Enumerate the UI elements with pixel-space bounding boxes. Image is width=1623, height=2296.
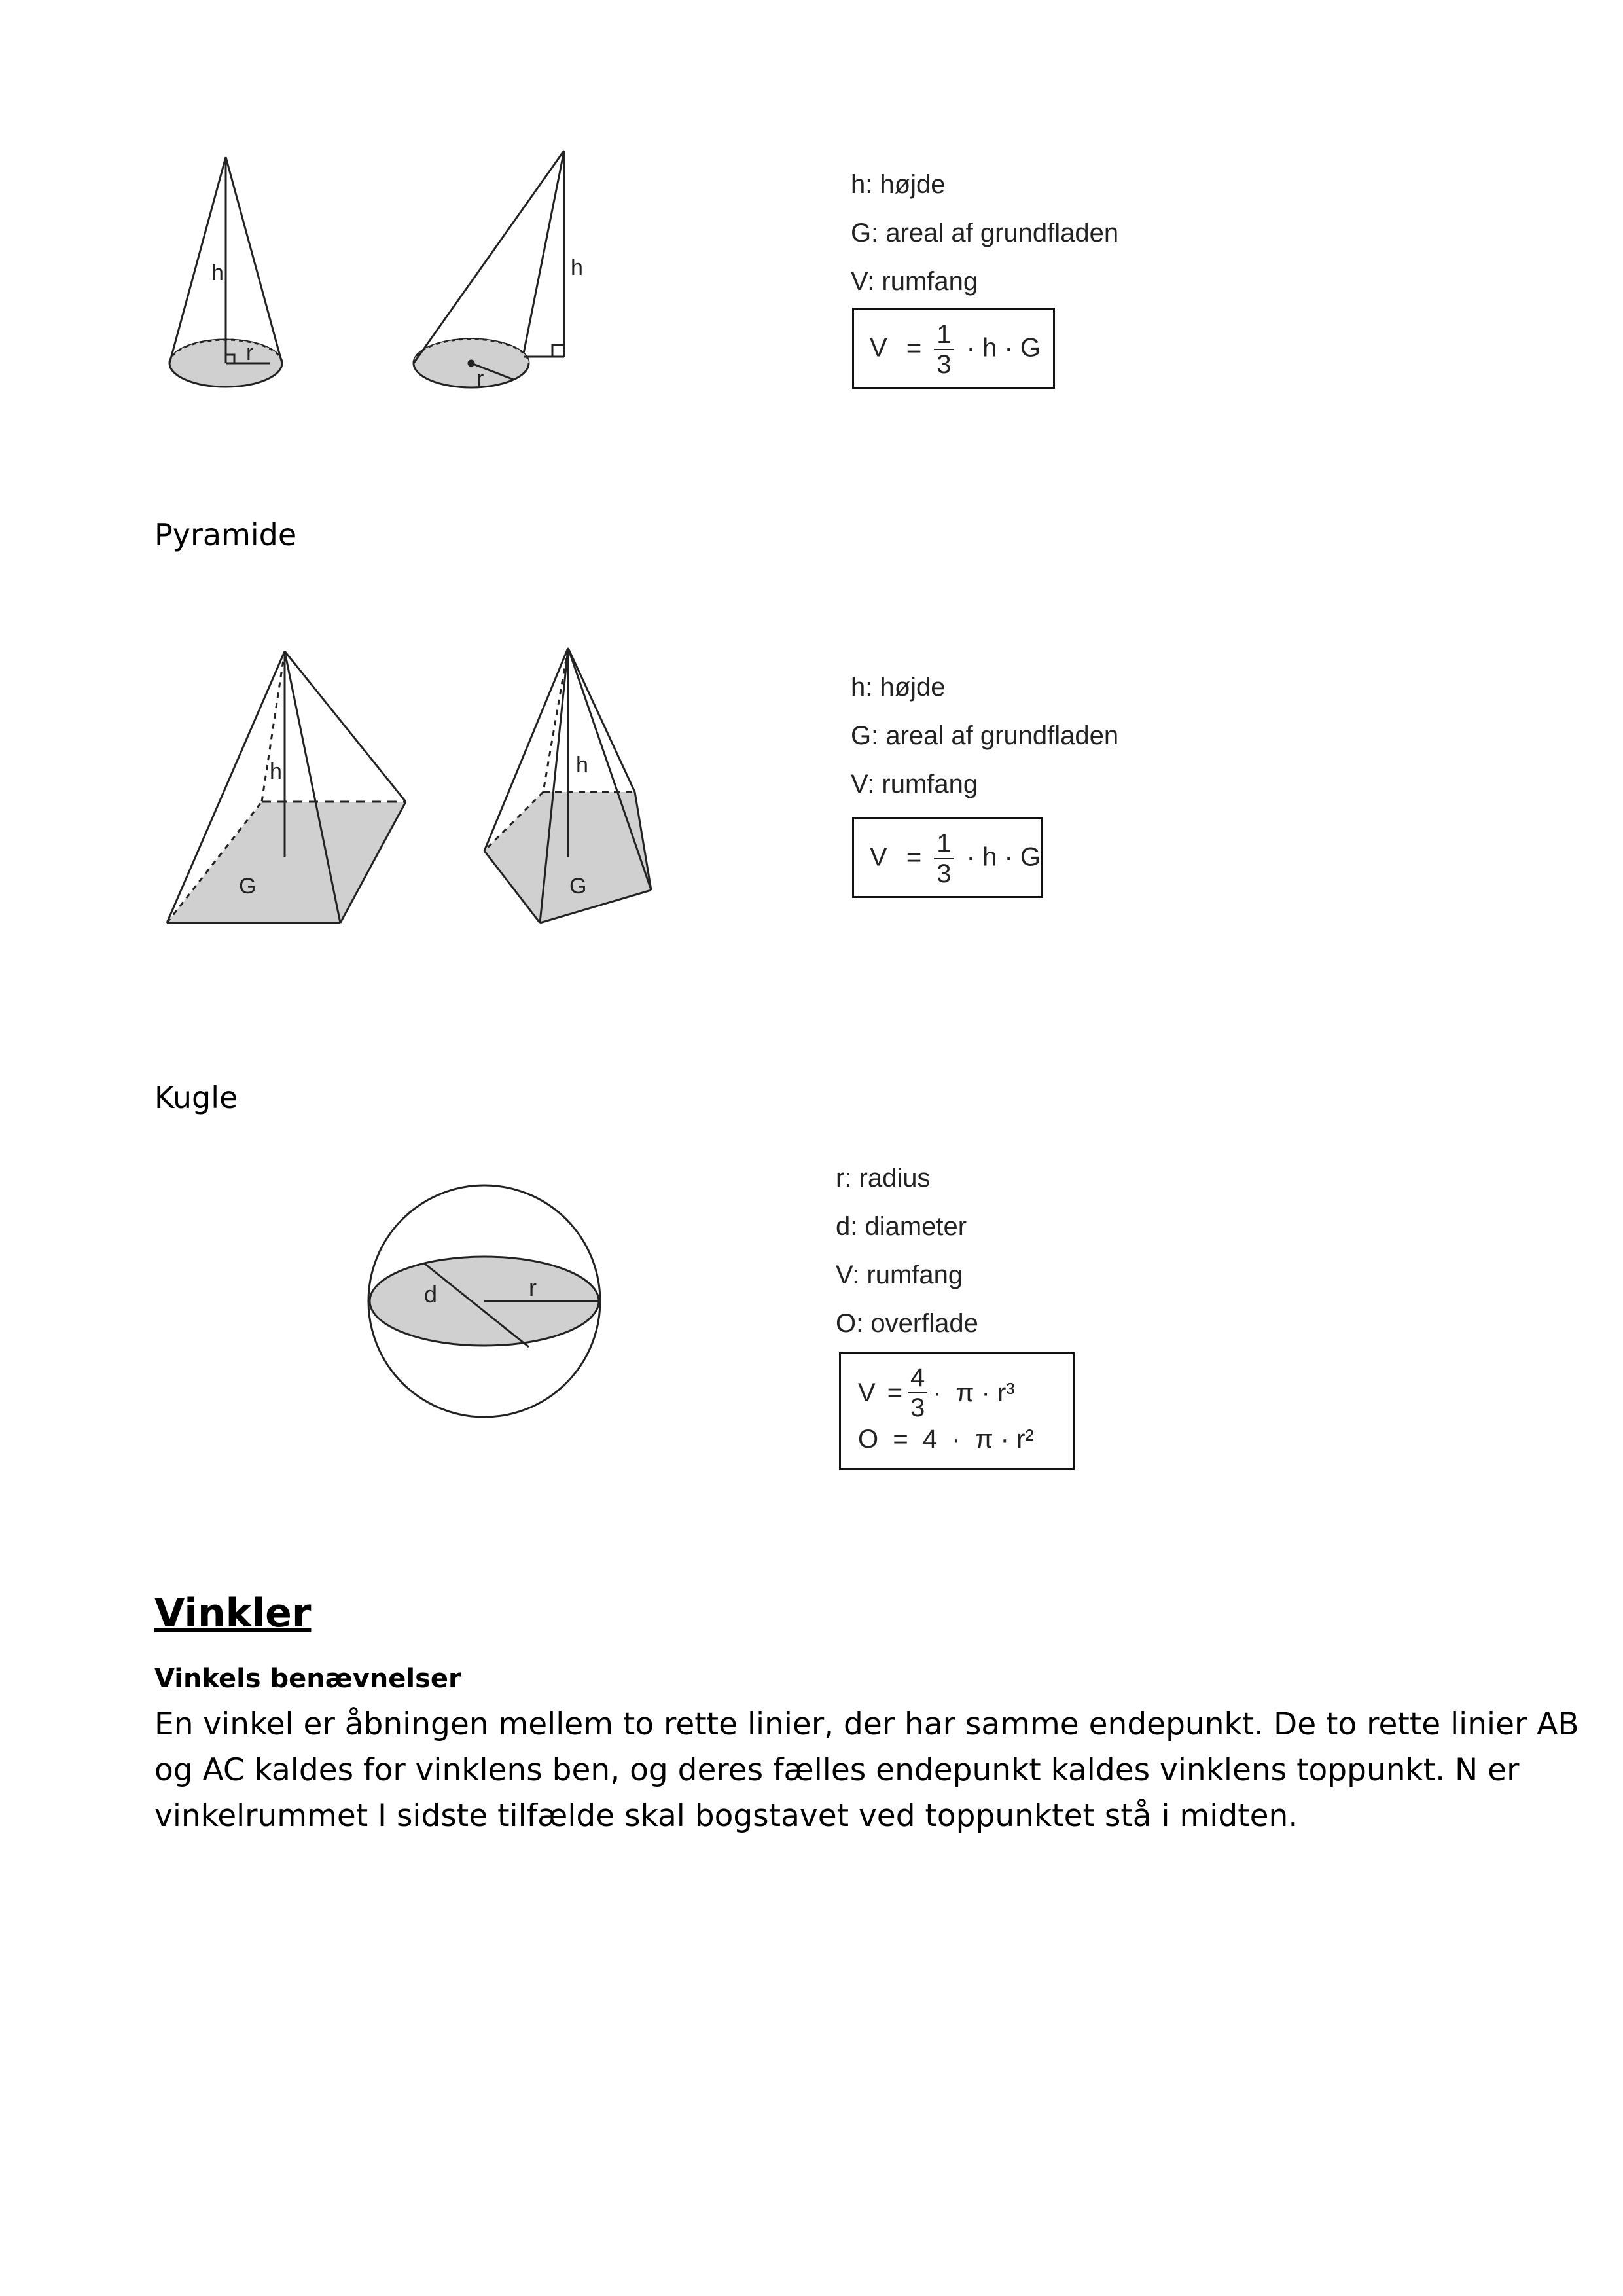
sphere-formula-v-lhs: V bbox=[858, 1378, 876, 1407]
sphere-formula-o-line: O = 4 · π · r² bbox=[858, 1425, 1034, 1454]
cone-formula-den: 3 bbox=[936, 350, 952, 379]
pyramid-formula-box: V = 1 3 · h · G bbox=[852, 817, 1043, 898]
paragraph-line-1: En vinkel er åbningen mellem to rette li… bbox=[154, 1706, 1579, 1742]
pyramid-legend-v: V: rumfang bbox=[851, 770, 978, 798]
sphere-formula-v-eq: = bbox=[887, 1378, 903, 1407]
sphere-label-r: r bbox=[529, 1274, 537, 1301]
sphere bbox=[367, 1184, 601, 1418]
paragraph-line-3: vinkelrummet I sidste tilfælde skal bogs… bbox=[154, 1798, 1298, 1834]
sphere-label-d: d bbox=[424, 1281, 437, 1308]
sphere-formula-v-rest: · π · r³ bbox=[933, 1378, 1015, 1407]
cone-label-r: r bbox=[246, 340, 253, 365]
pent-pyramid-label-h: h bbox=[576, 753, 588, 778]
pent-pyramid-label-g: G bbox=[569, 874, 586, 899]
sphere-formula-v-fraction: 4 3 bbox=[908, 1365, 928, 1422]
paragraph-line-2: og AC kaldes for vinklens ben, og deres … bbox=[154, 1752, 1520, 1788]
pentagonal-pyramid bbox=[483, 647, 652, 924]
sphere-legend-o: O: overflade bbox=[836, 1309, 978, 1338]
pyramid-formula-num: 1 bbox=[934, 831, 954, 859]
cone-formula-eq: = bbox=[906, 333, 922, 363]
cone-formula-lhs: V bbox=[870, 333, 887, 363]
sphere-formula-box: V = 4 3 · π · r³ O = 4 · π · r² bbox=[839, 1352, 1075, 1470]
sphere-legend-r: r: radius bbox=[836, 1164, 931, 1193]
pyramid-formula-lhs: V bbox=[870, 842, 887, 872]
oblique-cone-label-h: h bbox=[571, 255, 583, 280]
cone-formula-fraction: 1 3 bbox=[934, 321, 954, 378]
sphere-formula-v-num: 4 bbox=[908, 1365, 928, 1393]
cone-formula-num: 1 bbox=[934, 321, 954, 350]
cone-legend-g: G: areal af grundfladen bbox=[851, 219, 1119, 247]
pyramid-legend: h: højde G: areal af grundfladen V: rumf… bbox=[851, 674, 1118, 819]
pyramid-formula-rest: · h · G bbox=[966, 842, 1041, 872]
cone-legend-h: h: højde bbox=[851, 170, 946, 199]
sphere-figure: d r bbox=[367, 1184, 601, 1418]
pyramid-legend-g: G: areal af grundfladen bbox=[851, 721, 1119, 750]
sphere-formula-v-line: V = 4 3 · π · r³ bbox=[858, 1361, 1073, 1425]
pyramid-formula-eq: = bbox=[906, 842, 922, 872]
pyramid-figures: h G h G bbox=[166, 647, 652, 924]
cone-formula-rest: · h · G bbox=[966, 333, 1041, 363]
oblique-cone bbox=[412, 150, 565, 389]
cone-legend: h: højde G: areal af grundfladen V: rumf… bbox=[851, 171, 1118, 317]
kugle-title: Kugle bbox=[154, 1080, 238, 1115]
vinkler-paragraph: En vinkel er åbningen mellem to rette li… bbox=[154, 1702, 1623, 1839]
square-pyramid bbox=[166, 651, 407, 924]
cone-figures: h r h r bbox=[168, 150, 583, 391]
pyramide-title: Pyramide bbox=[154, 517, 297, 552]
right-cone bbox=[168, 156, 283, 388]
pyramid-formula-den: 3 bbox=[936, 859, 952, 888]
pyramid-legend-h: h: højde bbox=[851, 673, 946, 702]
sphere-formula-v-den: 3 bbox=[910, 1393, 925, 1422]
cone-legend-v: V: rumfang bbox=[851, 267, 978, 296]
sphere-legend-v: V: rumfang bbox=[836, 1261, 963, 1289]
sphere-legend-d: d: diameter bbox=[836, 1212, 967, 1241]
cone-formula-box: V = 1 3 · h · G bbox=[852, 308, 1055, 389]
cone-label-h: h bbox=[211, 260, 224, 285]
vinkler-subheading: Vinkels benævnelser bbox=[154, 1664, 461, 1694]
pyramid-label-h: h bbox=[270, 759, 282, 784]
sphere-legend: r: radius d: diameter V: rumfang O: over… bbox=[836, 1165, 978, 1359]
pyramid-label-g: G bbox=[239, 874, 256, 899]
oblique-cone-label-r: r bbox=[476, 367, 484, 391]
pyramid-formula-fraction: 1 3 bbox=[934, 831, 954, 887]
vinkler-heading: Vinkler bbox=[154, 1590, 312, 1636]
